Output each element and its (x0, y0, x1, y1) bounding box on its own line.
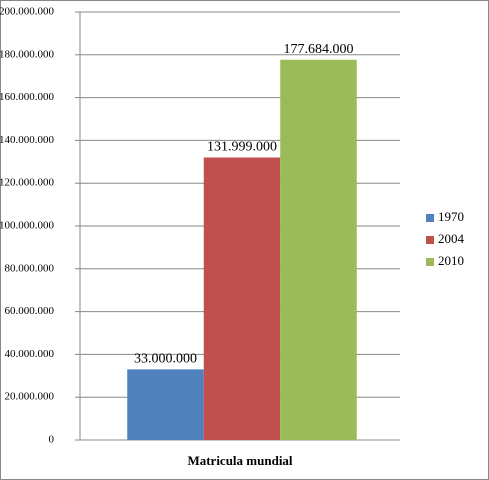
legend-swatch (426, 258, 434, 266)
y-tick-label: 140.000.000 (0, 134, 55, 146)
legend-label: 2004 (438, 231, 465, 246)
y-tick-label: 60.000.000 (5, 305, 55, 317)
y-tick-label: 120.000.000 (0, 177, 55, 189)
legend-label: 1970 (438, 209, 464, 224)
y-tick-label: 80.000.000 (5, 262, 55, 274)
y-tick-label: 40.000.000 (5, 348, 55, 360)
bar (280, 59, 357, 441)
y-tick-label: 0 (49, 434, 55, 446)
legend-swatch (426, 236, 434, 244)
x-tick-label: Matricula mundial (187, 453, 292, 468)
value-label: 131.999.000 (207, 140, 277, 155)
y-tick-label: 180.000.000 (0, 48, 55, 60)
legend-label: 2010 (438, 253, 464, 268)
value-label: 177.684.000 (284, 42, 354, 57)
bar (203, 157, 281, 440)
y-tick-label: 200.000.000 (0, 6, 55, 18)
bar (127, 369, 204, 440)
legend-swatch (426, 214, 434, 222)
y-tick-label: 160.000.000 (0, 91, 55, 103)
y-tick-label: 100.000.000 (0, 220, 55, 232)
value-label: 33.000.000 (134, 352, 197, 367)
y-tick-label: 20.000.000 (5, 391, 55, 403)
